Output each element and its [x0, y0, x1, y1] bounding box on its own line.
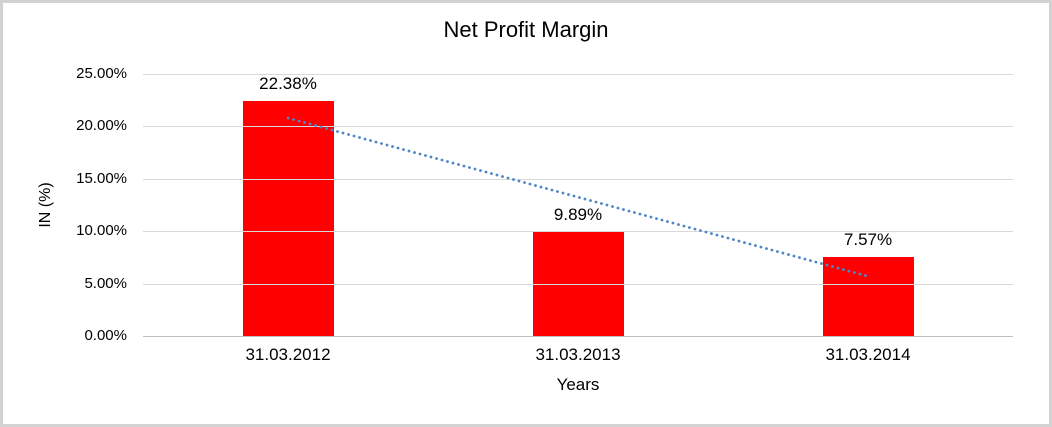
x-axis-title: Years: [556, 375, 600, 394]
y-tick-label: 20.00%: [76, 117, 127, 134]
y-tick-label: 5.00%: [84, 275, 127, 292]
gridline: [143, 126, 1013, 127]
bar: [823, 257, 914, 336]
x-tick-label: 31.03.2012: [245, 345, 331, 364]
bar: [243, 101, 334, 336]
data-label: 9.89%: [553, 205, 603, 224]
gridline: [143, 74, 1013, 75]
x-axis-line: [143, 336, 1013, 337]
gridline: [143, 284, 1013, 285]
gridline: [143, 231, 1013, 232]
x-tick-label: 31.03.2013: [535, 345, 621, 364]
chart-title: Net Profit Margin: [443, 17, 609, 42]
x-tick-label: 31.03.2014: [825, 345, 911, 364]
y-tick-label: 0.00%: [84, 327, 127, 344]
net-profit-margin-chart: Net Profit Margin IN (%) 0.00% 5.00% 10.00…: [3, 3, 1049, 424]
y-tick-label: 25.00%: [76, 65, 127, 82]
data-label: 7.57%: [843, 230, 893, 249]
data-label: 22.38%: [259, 74, 317, 93]
gridline: [143, 179, 1013, 180]
y-axis-title: IN (%): [37, 182, 54, 228]
y-tick-label: 15.00%: [76, 170, 127, 187]
y-tick-label: 10.00%: [76, 222, 127, 239]
